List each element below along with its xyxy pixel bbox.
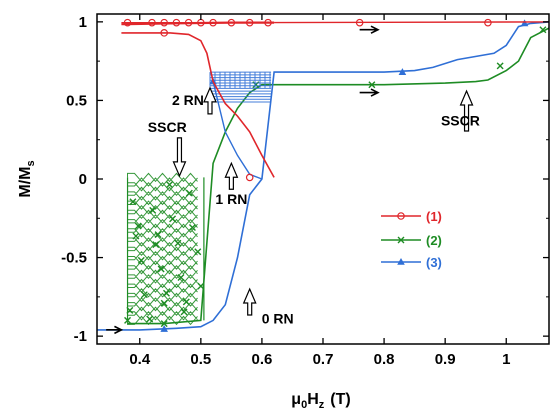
legend-marker-3 xyxy=(397,258,405,265)
x-tick-label: 0.6 xyxy=(251,351,272,368)
series-2-band-marker xyxy=(188,223,196,231)
legend-label-1: (1) xyxy=(426,209,442,224)
series-2-marker xyxy=(160,320,168,328)
y-tick-label: -0.5 xyxy=(61,250,87,267)
series-2-band-marker xyxy=(162,289,170,297)
series-2-band-marker xyxy=(137,256,145,264)
series-2-band-marker xyxy=(132,232,140,240)
series-2-line xyxy=(127,27,549,325)
series-2-band-edges xyxy=(126,177,205,321)
direction-arrow-top xyxy=(359,25,380,34)
series-3-marker xyxy=(160,325,168,332)
series-1-marker xyxy=(184,18,193,27)
series-2-band-marker xyxy=(134,222,142,230)
series-1-high-line xyxy=(274,21,549,24)
series-3-marker xyxy=(520,19,529,27)
direction-arrow-middle xyxy=(359,88,380,97)
series-1-marker xyxy=(355,18,364,27)
series-1-marker xyxy=(160,29,168,37)
annotation-sscr-left-label: SSCR xyxy=(148,119,187,135)
x-tick-label: 0.9 xyxy=(435,351,456,368)
y-axis-label-main: M/M xyxy=(17,167,34,198)
series-2-band-marker xyxy=(154,231,162,239)
series-3-marker xyxy=(398,68,407,75)
series-2-band-marker xyxy=(180,308,188,316)
x-tick-label: 0.5 xyxy=(190,351,211,368)
x-tick-label: 0.7 xyxy=(313,351,334,368)
annotations: 2 RN 1 RN 0 RN SSCR SSCR xyxy=(106,25,480,335)
y-tick-label: 0 xyxy=(79,171,87,188)
x-axis-label: μ0Hz (T) xyxy=(291,391,350,411)
series-2-band-marker xyxy=(149,206,157,214)
series-2-band-marker xyxy=(129,198,137,206)
series-2-band-marker xyxy=(126,306,134,314)
series-2-band-marker xyxy=(174,239,182,247)
x-tick-label: 1 xyxy=(502,351,510,368)
series-group xyxy=(97,18,549,332)
series-1-marker xyxy=(227,18,236,27)
series-1-marker xyxy=(148,18,156,27)
series-2-band-marker xyxy=(182,298,190,306)
annotation-2rn-arrow xyxy=(203,86,217,115)
legend-marker-1 xyxy=(397,212,405,220)
series-2-marker xyxy=(368,81,376,89)
series-1-marker xyxy=(264,18,272,27)
series-2-band-marker xyxy=(160,299,168,307)
series-2-band-marker xyxy=(177,274,185,282)
y-tick-label: 0.5 xyxy=(66,92,87,109)
y-axis-label-sub: s xyxy=(25,160,37,166)
annotation-sscr-left-arrow xyxy=(172,137,187,178)
annotation-sscr-right-label: SSCR xyxy=(441,113,480,129)
direction-arrow-bottom xyxy=(106,325,124,335)
annotation-2rn-label: 2 RN xyxy=(172,92,204,108)
x-axis-label-sub0: 0 xyxy=(301,399,307,411)
annotation-sscr-right-arrow xyxy=(459,89,474,132)
series-2-band-marker xyxy=(124,316,132,324)
series-3-line xyxy=(97,21,549,331)
x-axis-label-subz: z xyxy=(319,399,325,411)
series-2-band-marker xyxy=(157,265,165,273)
series-1-marker xyxy=(484,18,492,27)
legend-label-2: (2) xyxy=(426,233,442,248)
series-1-marker xyxy=(245,18,254,27)
legend-label-3: (3) xyxy=(426,255,442,270)
legend-marker-2 xyxy=(397,236,405,244)
series-2-band-marker xyxy=(166,181,174,189)
series-1-marker xyxy=(123,18,132,27)
plot-area xyxy=(97,18,549,332)
series-1-marker xyxy=(245,173,254,182)
series-3-mid-line xyxy=(212,81,263,180)
annotation-0rn-label: 0 RN xyxy=(262,311,294,327)
x-axis-label-h: H xyxy=(307,391,319,408)
y-tick-label: 1 xyxy=(79,14,87,31)
annotation-1rn-arrow xyxy=(224,161,239,190)
series-1 xyxy=(121,18,549,182)
series-2-band-marker xyxy=(140,291,148,299)
y-axis-label: M/Ms xyxy=(17,160,37,197)
y-tick-label: -1 xyxy=(74,328,87,345)
series-2-marker xyxy=(539,26,547,34)
series-1-marker xyxy=(160,18,168,27)
series-2 xyxy=(124,26,549,328)
series-1-marker xyxy=(172,18,181,27)
series-3-oscillation-band xyxy=(209,71,272,103)
annotation-1rn-label: 1 RN xyxy=(215,191,247,207)
annotation-0rn-arrow xyxy=(242,287,257,316)
series-2-band-marker xyxy=(152,241,160,249)
series-1-drop-line xyxy=(121,32,275,178)
legend: (1) (2) (3) xyxy=(381,209,442,270)
x-tick-label: 0.8 xyxy=(374,351,395,368)
x-tick-label: 0.4 xyxy=(129,351,151,368)
series-2-band-marker xyxy=(185,189,193,197)
series-2-band-marker xyxy=(194,248,202,256)
x-axis-label-unit: (T) xyxy=(330,391,350,408)
x-axis-label-mu: μ xyxy=(291,391,301,408)
series-2-band-marker xyxy=(146,315,154,323)
series-2-band-marker xyxy=(169,215,177,223)
series-2-marker xyxy=(496,62,504,70)
series-1-marker xyxy=(209,18,217,27)
